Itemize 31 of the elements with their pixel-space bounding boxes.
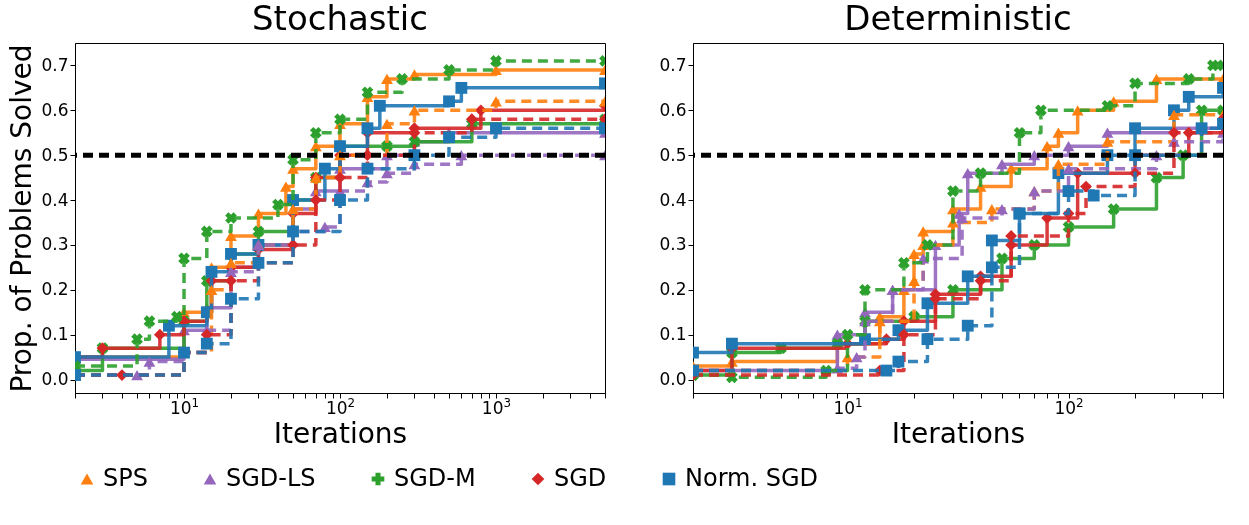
y-tick-label: 0.4 xyxy=(659,189,687,210)
y-tick-label: 0.5 xyxy=(659,144,687,165)
x-tick-label: 10$^{2}$ xyxy=(1054,395,1084,418)
y-tick-label: 0.7 xyxy=(41,54,69,75)
y-tick-label: 0.1 xyxy=(659,324,687,345)
y-tick-label: 0.2 xyxy=(659,279,687,300)
y-tick-label: 0.7 xyxy=(659,54,687,75)
y-tick-label: 0.2 xyxy=(41,279,69,300)
y-tick-label: 0.3 xyxy=(659,234,687,255)
legend-label: Norm. SGD xyxy=(685,464,819,492)
y-tick-label: 0.3 xyxy=(41,234,69,255)
chart-title: Stochastic xyxy=(252,0,428,38)
chart-title: Deterministic xyxy=(844,0,1072,38)
x-tick-label: 10$^{3}$ xyxy=(481,395,512,418)
legend-label: SPS xyxy=(103,464,148,492)
x-axis-title: Iterations xyxy=(891,416,1026,450)
x-tick-label: 10$^{2}$ xyxy=(325,395,356,418)
y-tick-label: 0.0 xyxy=(659,369,687,390)
legend-label: SGD xyxy=(554,464,607,492)
y-axis-title: Prop. of Problems Solved xyxy=(5,44,39,393)
legend-label: SGD-M xyxy=(394,464,476,492)
y-tick-label: 0.0 xyxy=(41,369,69,390)
y-tick-label: 0.5 xyxy=(41,144,69,165)
y-tick-label: 0.4 xyxy=(41,189,69,210)
y-tick-label: 0.6 xyxy=(41,99,69,120)
x-axis-title: Iterations xyxy=(273,416,408,450)
x-tick-label: 10$^{1}$ xyxy=(169,395,200,418)
legend-label: SGD-LS xyxy=(226,464,316,492)
y-tick-label: 0.1 xyxy=(41,324,69,345)
x-tick-label: 10$^{1}$ xyxy=(833,395,863,418)
y-tick-label: 0.6 xyxy=(659,99,687,120)
